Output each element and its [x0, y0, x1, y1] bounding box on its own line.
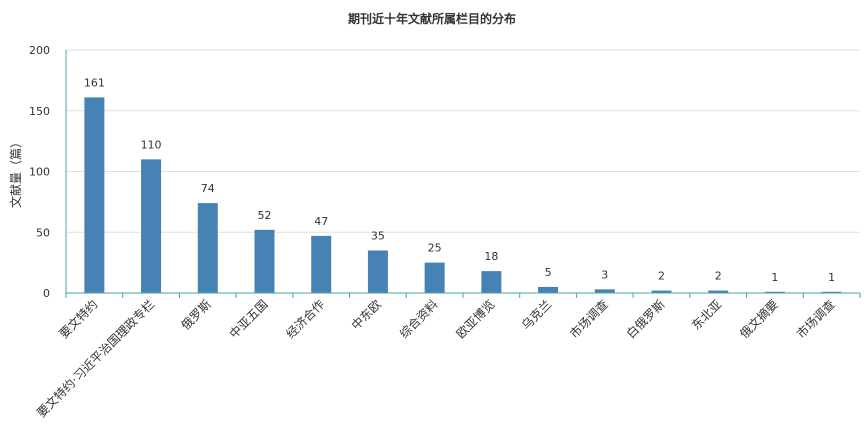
- data-label: 74: [201, 182, 215, 195]
- y-tick-label: 0: [43, 287, 50, 300]
- x-tick-label: 经济合作: [283, 297, 328, 342]
- bar: [538, 286, 559, 293]
- data-label: 18: [484, 250, 498, 263]
- y-axis-label: 文献量（篇）: [8, 136, 23, 208]
- y-tick-label: 50: [36, 226, 50, 239]
- data-label: 1: [828, 271, 835, 284]
- bar: [708, 290, 729, 293]
- bar: [197, 203, 218, 293]
- chart-title: 期刊近十年文献所属栏目的分布: [347, 12, 516, 26]
- bar: [481, 271, 502, 293]
- bar: [764, 291, 785, 293]
- x-tick-label: 要文特约: [56, 297, 101, 342]
- y-tick-label: 150: [29, 105, 50, 118]
- x-tick-label: 中亚五国: [226, 297, 271, 342]
- grid-layer: [66, 49, 860, 233]
- data-label: 25: [428, 242, 442, 255]
- bar: [594, 289, 615, 293]
- bar-layer: 161 110 74 52 47 35 25 18 5 3 2 2 1 1: [84, 76, 842, 293]
- y-tick-label: 100: [29, 166, 50, 179]
- bar: [141, 159, 162, 293]
- x-tick-label: 俄文摘要: [736, 297, 781, 342]
- bar: [424, 262, 445, 293]
- x-tick-label: 市场调查: [566, 297, 611, 342]
- x-tick-label: 欧亚博览: [453, 297, 498, 342]
- data-label: 1: [771, 271, 778, 284]
- bar: [651, 290, 672, 293]
- bar: [254, 229, 275, 293]
- bar: [84, 97, 105, 293]
- x-tick-label: 白俄罗斯: [623, 297, 668, 342]
- data-label: 52: [258, 209, 272, 222]
- x-tick-label: 俄罗斯: [179, 297, 214, 332]
- bar: [821, 291, 842, 293]
- x-tick-label: 中东欧: [348, 297, 384, 333]
- data-label: 5: [545, 266, 552, 279]
- data-label: 2: [715, 270, 722, 283]
- bar: [311, 235, 332, 293]
- bar: [367, 250, 388, 293]
- x-tick-label: 要文特约·习近平治国理政专栏: [34, 297, 158, 421]
- data-label: 35: [371, 229, 385, 242]
- x-tick-label: 市场调查: [793, 297, 838, 342]
- data-label: 47: [314, 215, 328, 228]
- y-tick-label: 200: [29, 44, 50, 57]
- x-tick-label: 综合资料: [396, 297, 441, 342]
- data-label: 2: [658, 270, 665, 283]
- x-tick-label: 东北亚: [689, 297, 724, 332]
- data-label: 3: [601, 268, 608, 281]
- x-tick-label: 乌克兰: [518, 297, 554, 333]
- data-label: 161: [84, 76, 105, 89]
- data-label: 110: [141, 138, 162, 151]
